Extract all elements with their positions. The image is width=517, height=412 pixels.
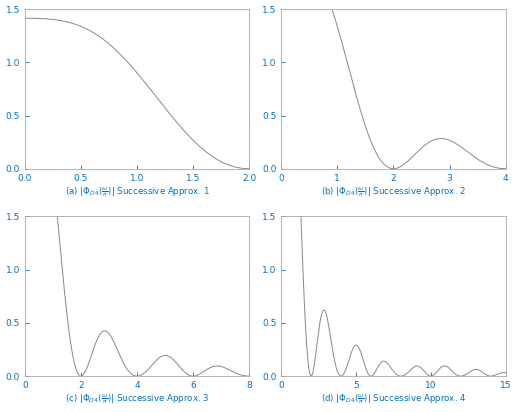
X-axis label: (d) $|\Phi_{D4}(\frac{\omega}{\pi})|$ Successive Approx. 4: (d) $|\Phi_{D4}(\frac{\omega}{\pi})|$ Su… <box>321 393 466 407</box>
X-axis label: (c) $|\Phi_{D4}(\frac{\omega}{\pi})|$ Successive Approx. 3: (c) $|\Phi_{D4}(\frac{\omega}{\pi})|$ Su… <box>65 393 209 407</box>
X-axis label: (a) $|\Phi_{D4}(\frac{\omega}{\pi})|$ Successive Approx. 1: (a) $|\Phi_{D4}(\frac{\omega}{\pi})|$ Su… <box>65 185 209 199</box>
X-axis label: (b) $|\Phi_{D4}(\frac{\omega}{\pi})|$ Successive Approx. 2: (b) $|\Phi_{D4}(\frac{\omega}{\pi})|$ Su… <box>321 185 466 199</box>
